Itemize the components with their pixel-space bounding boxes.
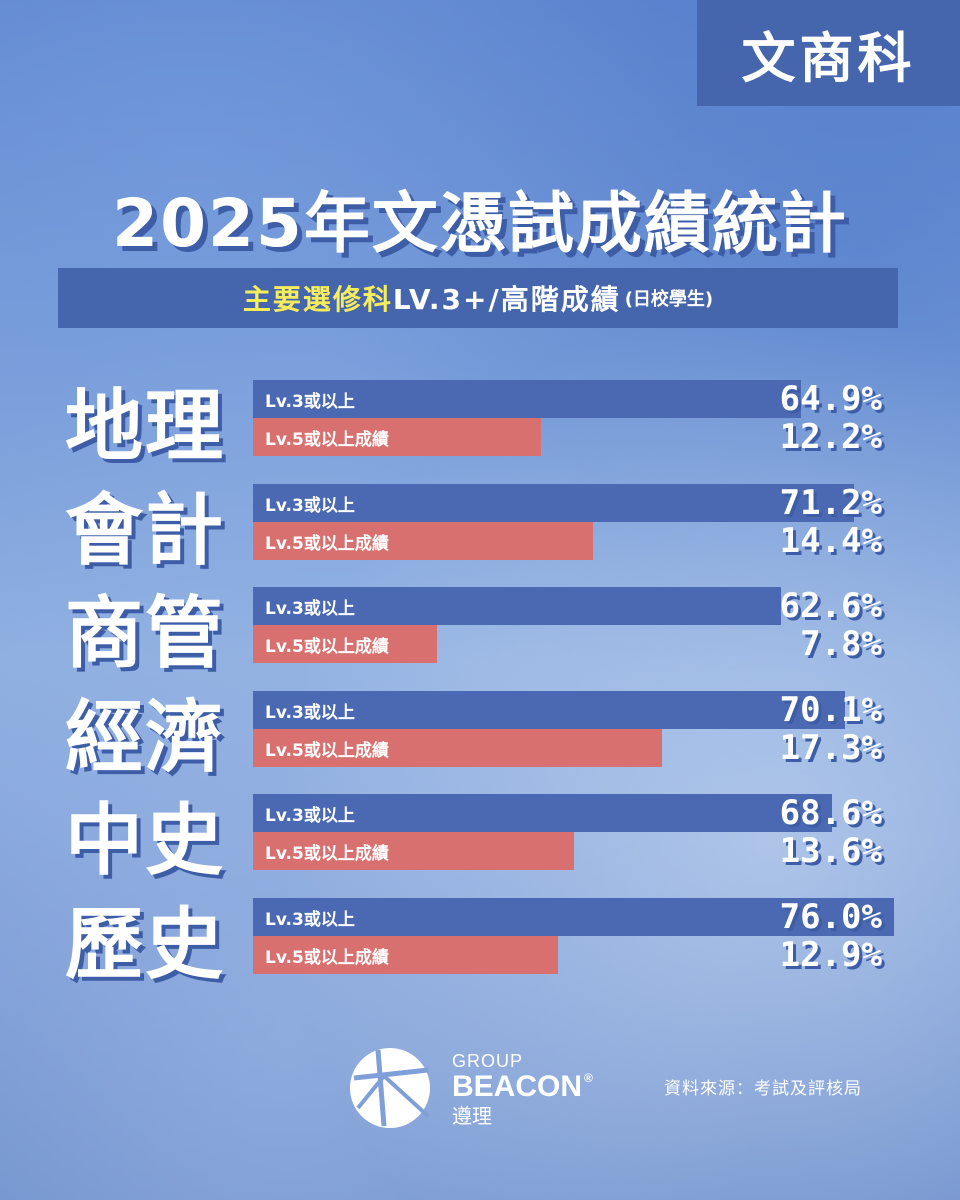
- series-label: Lv.5或以上成績: [265, 843, 389, 864]
- value-label: 76.0%: [779, 897, 882, 937]
- series-label: Lv.5或以上成績: [265, 636, 389, 657]
- bar-lv5: Lv.5或以上成績: [253, 522, 594, 560]
- bar-lv5: Lv.5或以上成績: [253, 418, 542, 456]
- brand-chinese: 遵理: [452, 1104, 492, 1128]
- subtitle-highlight: 主要選修科: [242, 283, 393, 316]
- subtitle-band: 主要選修科 LV.3+/高階成績 (日校學生): [58, 268, 898, 328]
- bar-lv3: Lv.3或以上: [253, 484, 854, 522]
- subject-label: 歷史: [64, 900, 225, 990]
- main-title: 2025年文憑試成績統計: [112, 185, 848, 262]
- value-label: 7.8%: [800, 624, 882, 664]
- series-label: Lv.3或以上: [265, 805, 355, 826]
- bar-lv5: Lv.5或以上成績: [253, 832, 575, 870]
- series-label: Lv.3或以上: [265, 909, 355, 930]
- beacon-logo-icon: [350, 1048, 430, 1128]
- bar-lv5: Lv.5或以上成績: [253, 729, 662, 767]
- bar-lv3: Lv.3或以上: [253, 691, 845, 729]
- subtitle-main: LV.3+/高階成績: [392, 283, 621, 316]
- value-label: 12.9%: [779, 935, 882, 975]
- value-label: 62.6%: [779, 586, 882, 626]
- bar-lv5: Lv.5或以上成績: [253, 936, 558, 974]
- subject-label: 會計: [64, 486, 225, 576]
- series-label: Lv.3或以上: [265, 598, 355, 619]
- series-label: Lv.5或以上成績: [265, 740, 389, 761]
- value-label: 12.2%: [779, 417, 882, 457]
- series-label: Lv.5或以上成績: [265, 533, 389, 554]
- brand-group: GROUP: [452, 1051, 524, 1071]
- series-label: Lv.3或以上: [265, 702, 355, 723]
- value-label: 68.6%: [779, 793, 882, 833]
- subject-label: 中史: [64, 796, 225, 886]
- value-label: 13.6%: [779, 831, 882, 871]
- value-label: 71.2%: [779, 483, 882, 523]
- bar-lv3: Lv.3或以上: [253, 794, 832, 832]
- subject-label: 經濟: [64, 693, 225, 783]
- series-label: Lv.5或以上成績: [265, 429, 389, 450]
- subtitle-note: (日校學生): [624, 289, 714, 310]
- bar-lv3: Lv.3或以上: [253, 380, 801, 418]
- category-tag: 文商科: [697, 0, 960, 106]
- series-label: Lv.5或以上成績: [265, 947, 389, 968]
- value-label: 17.3%: [779, 728, 882, 768]
- bar-lv3: Lv.3或以上: [253, 898, 895, 936]
- value-label: 64.9%: [779, 379, 882, 419]
- bar-lv5: Lv.5或以上成績: [253, 625, 438, 663]
- value-label: 70.1%: [779, 690, 882, 730]
- brand-block: GROUP BEACON ® 遵理: [452, 1052, 593, 1126]
- subject-label: 地理: [64, 382, 225, 472]
- series-label: Lv.3或以上: [265, 391, 355, 412]
- subject-label: 商管: [64, 589, 225, 679]
- source-note: 資料來源：考試及評核局: [664, 1079, 862, 1099]
- series-label: Lv.3或以上: [265, 495, 355, 516]
- brand-name: BEACON ®: [452, 1070, 593, 1103]
- bar-lv3: Lv.3或以上: [253, 587, 782, 625]
- value-label: 14.4%: [779, 521, 882, 561]
